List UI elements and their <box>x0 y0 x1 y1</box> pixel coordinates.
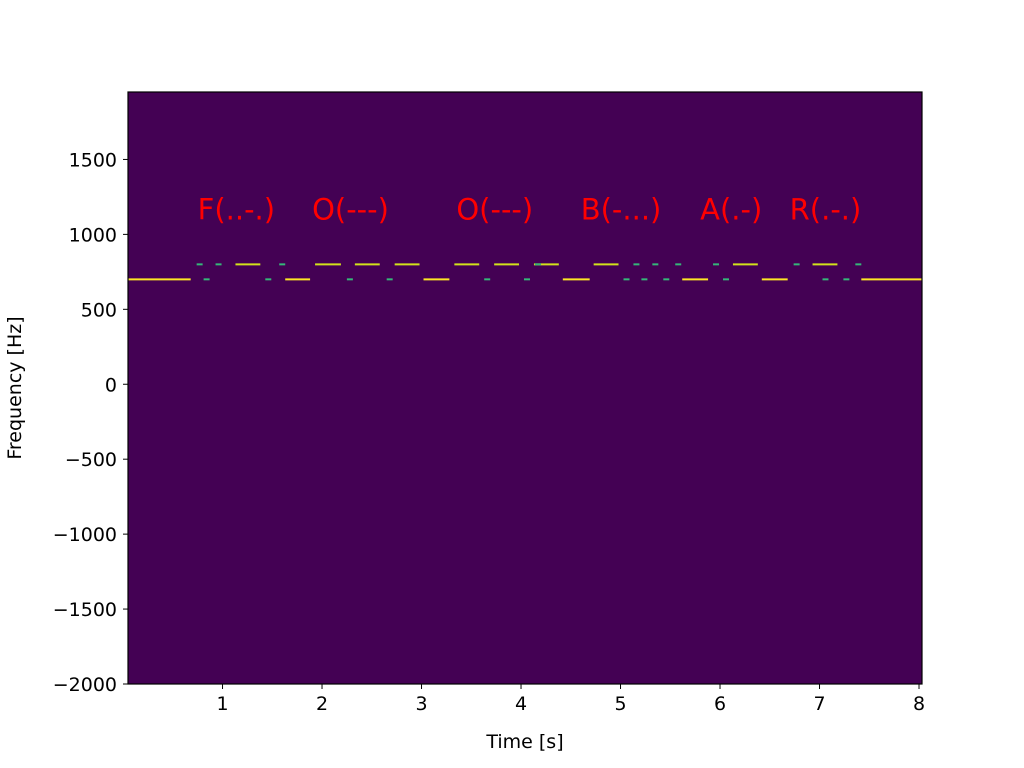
morse-annotation: O(---) <box>456 192 533 226</box>
y-tick-label: 0 <box>105 374 117 396</box>
x-axis: 1 2 3 4 5 6 7 8 <box>216 684 925 715</box>
y-tick-label: −1500 <box>53 599 117 621</box>
morse-annotation: R(.-.) <box>790 192 862 226</box>
x-tick-label: 2 <box>316 693 328 715</box>
x-tick-label: 1 <box>216 693 228 715</box>
morse-annotation: A(.-) <box>700 192 762 226</box>
x-tick-label: 3 <box>415 693 427 715</box>
x-tick-label: 6 <box>714 693 726 715</box>
y-axis-label: Frequency [Hz] <box>4 316 26 459</box>
plot-background <box>128 92 922 684</box>
morse-annotation: O(---) <box>312 192 389 226</box>
y-tick-label: 1500 <box>69 149 117 171</box>
morse-annotation: F(..-.) <box>198 192 275 226</box>
x-axis-label: Time [s] <box>485 731 563 753</box>
plot-frame <box>127 91 923 685</box>
annotation-layer: F(..-.) O(---) O(---) B(-...) A(.-) R(.-.) <box>198 192 862 226</box>
x-tick-label: 4 <box>515 693 527 715</box>
morse-annotation: B(-...) <box>581 192 662 226</box>
y-tick-label: −1000 <box>53 524 117 546</box>
signal-layer <box>128 263 922 281</box>
x-tick-label: 5 <box>614 693 626 715</box>
x-tick-label: 7 <box>813 693 825 715</box>
y-tick-label: −2000 <box>53 674 117 696</box>
y-tick-label: −500 <box>65 449 117 471</box>
x-tick-label: 8 <box>913 693 925 715</box>
y-axis: 1500 1000 500 0 −500 −1000 −1500 −2000 <box>53 149 128 696</box>
y-tick-label: 1000 <box>69 224 117 246</box>
y-tick-label: 500 <box>81 299 117 321</box>
